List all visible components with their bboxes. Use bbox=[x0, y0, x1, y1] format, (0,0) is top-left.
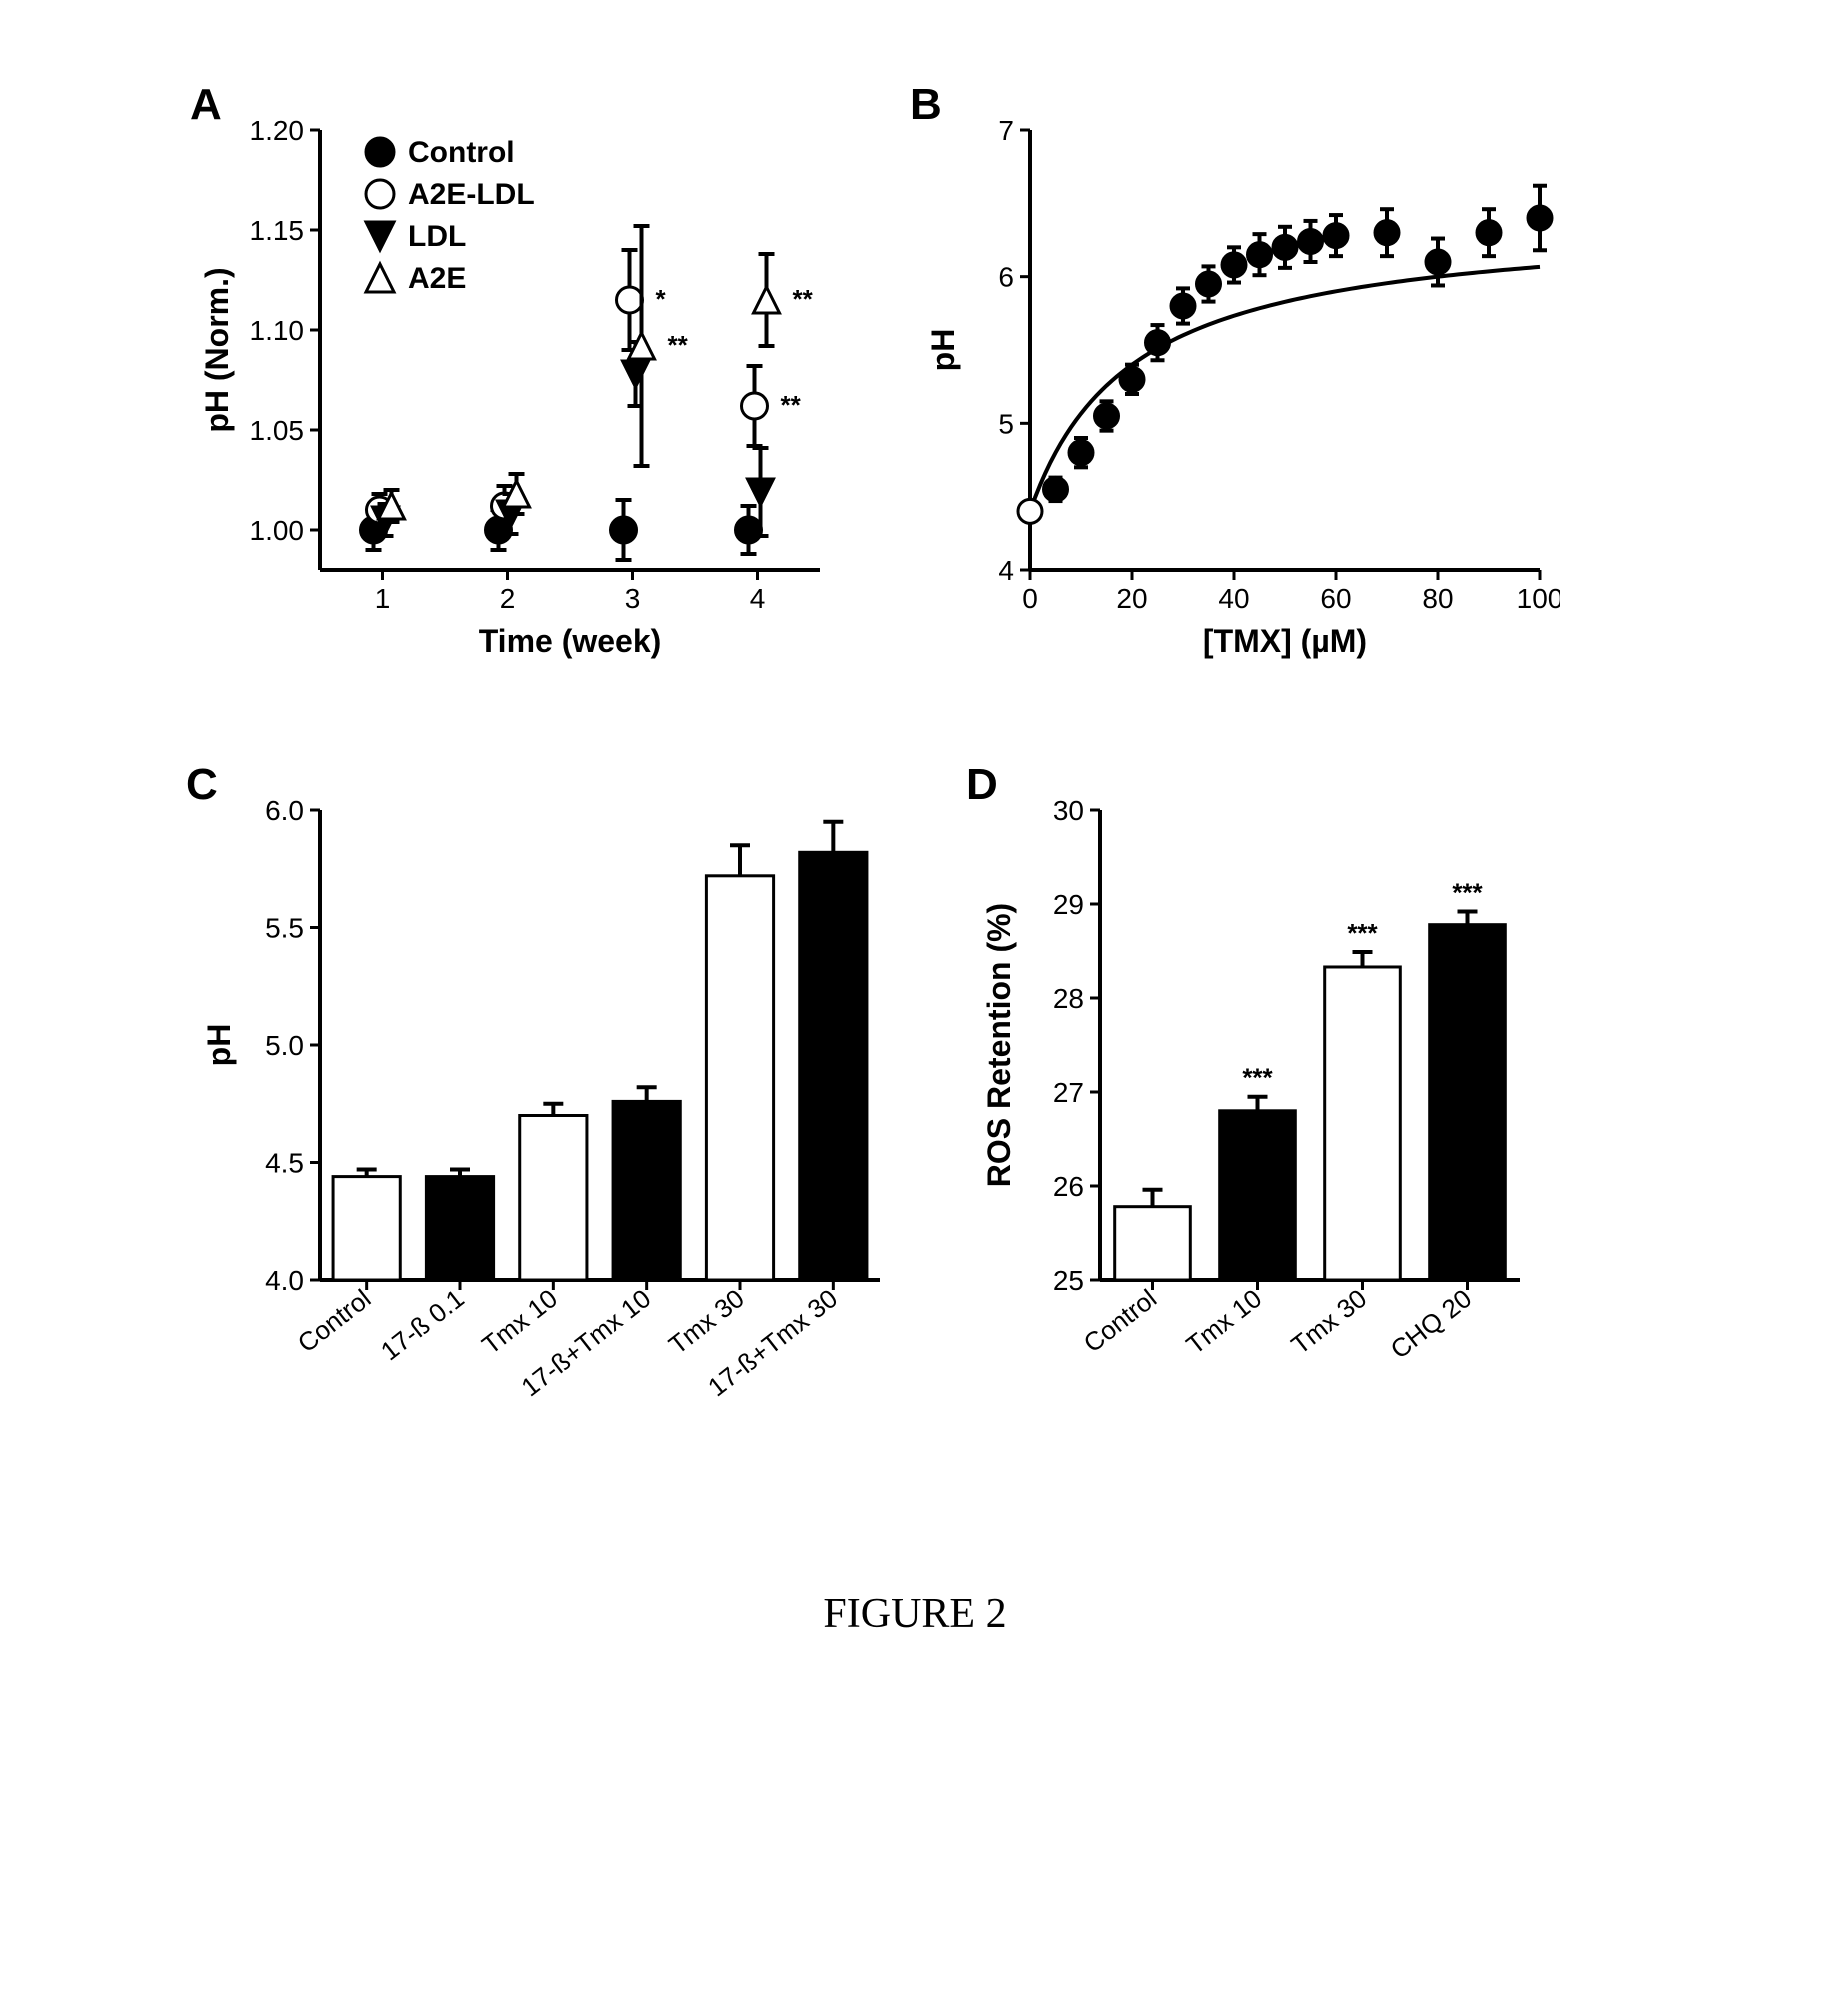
svg-text:**: ** bbox=[781, 390, 802, 420]
svg-text:7: 7 bbox=[998, 115, 1014, 146]
svg-text:25: 25 bbox=[1053, 1265, 1084, 1296]
svg-text:Tmx 30: Tmx 30 bbox=[1285, 1283, 1372, 1360]
svg-text:40: 40 bbox=[1218, 583, 1249, 614]
svg-text:Control: Control bbox=[408, 136, 515, 169]
svg-text:80: 80 bbox=[1422, 583, 1453, 614]
svg-text:***: *** bbox=[1242, 1063, 1273, 1093]
svg-text:Control: Control bbox=[292, 1283, 377, 1358]
svg-text:pH: pH bbox=[925, 329, 961, 372]
svg-text:pH (Norm.): pH (Norm.) bbox=[200, 267, 235, 432]
svg-text:LDL: LDL bbox=[408, 220, 466, 253]
svg-text:A2E: A2E bbox=[408, 262, 466, 295]
svg-text:27: 27 bbox=[1053, 1077, 1084, 1108]
svg-text:CHQ 20: CHQ 20 bbox=[1385, 1283, 1477, 1364]
svg-text:26: 26 bbox=[1053, 1171, 1084, 1202]
panel-c-label: C bbox=[186, 760, 218, 810]
svg-text:20: 20 bbox=[1116, 583, 1147, 614]
svg-text:4.0: 4.0 bbox=[265, 1265, 304, 1296]
panel-c: C 4.04.55.05.56.0pHControl17-ß 0.1Tmx 10… bbox=[200, 790, 900, 1470]
svg-text:[TMX] (µM): [TMX] (µM) bbox=[1203, 623, 1367, 659]
svg-text:ROS Retention (%): ROS Retention (%) bbox=[981, 903, 1017, 1187]
panel-b: B 4567020406080100pH[TMX] (µM) bbox=[920, 110, 1560, 670]
svg-text:4.5: 4.5 bbox=[265, 1148, 304, 1179]
svg-text:0: 0 bbox=[1022, 583, 1038, 614]
svg-text:5: 5 bbox=[998, 408, 1014, 439]
svg-text:60: 60 bbox=[1320, 583, 1351, 614]
svg-text:pH: pH bbox=[201, 1024, 237, 1067]
svg-text:5.5: 5.5 bbox=[265, 913, 304, 944]
panel-d-label: D bbox=[966, 760, 998, 810]
svg-text:5.0: 5.0 bbox=[265, 1030, 304, 1061]
svg-text:Tmx 30: Tmx 30 bbox=[663, 1283, 750, 1360]
svg-text:**: ** bbox=[668, 330, 689, 360]
svg-text:***: *** bbox=[1452, 878, 1483, 908]
svg-text:3: 3 bbox=[625, 583, 641, 614]
svg-text:6: 6 bbox=[998, 262, 1014, 293]
svg-text:Control: Control bbox=[1078, 1283, 1163, 1358]
svg-text:1.00: 1.00 bbox=[250, 515, 305, 546]
svg-text:6.0: 6.0 bbox=[265, 795, 304, 826]
panel-b-label: B bbox=[910, 80, 942, 130]
bottom-row: C 4.04.55.05.56.0pHControl17-ß 0.1Tmx 10… bbox=[200, 790, 1630, 1470]
svg-text:17-ß 0.1: 17-ß 0.1 bbox=[375, 1283, 470, 1366]
svg-text:1.10: 1.10 bbox=[250, 315, 305, 346]
svg-text:1.05: 1.05 bbox=[250, 415, 305, 446]
figure-2: A 1.001.051.101.151.201234pH (Norm.)Time… bbox=[200, 110, 1630, 1638]
svg-text:1: 1 bbox=[375, 583, 391, 614]
svg-text:30: 30 bbox=[1053, 795, 1084, 826]
svg-text:Tmx 10: Tmx 10 bbox=[476, 1283, 563, 1360]
svg-text:*: * bbox=[656, 284, 667, 314]
svg-text:1.15: 1.15 bbox=[250, 215, 305, 246]
panel-a-label: A bbox=[190, 80, 222, 130]
panel-a: A 1.001.051.101.151.201234pH (Norm.)Time… bbox=[200, 110, 840, 670]
figure-caption: FIGURE 2 bbox=[200, 1590, 1630, 1638]
svg-text:4: 4 bbox=[750, 583, 766, 614]
panel-d: D 252627282930ROS Retention (%)ControlTm… bbox=[980, 790, 1540, 1470]
svg-text:Tmx 10: Tmx 10 bbox=[1180, 1283, 1267, 1360]
svg-text:A2E-LDL: A2E-LDL bbox=[408, 178, 535, 211]
svg-text:100: 100 bbox=[1517, 583, 1560, 614]
svg-text:***: *** bbox=[1347, 918, 1378, 948]
svg-text:29: 29 bbox=[1053, 889, 1084, 920]
svg-text:**: ** bbox=[793, 284, 814, 314]
svg-text:2: 2 bbox=[500, 583, 516, 614]
top-row: A 1.001.051.101.151.201234pH (Norm.)Time… bbox=[200, 110, 1630, 670]
svg-text:1.20: 1.20 bbox=[250, 115, 305, 146]
svg-text:28: 28 bbox=[1053, 983, 1084, 1014]
svg-text:Time (week): Time (week) bbox=[479, 623, 662, 659]
svg-text:4: 4 bbox=[998, 555, 1014, 586]
